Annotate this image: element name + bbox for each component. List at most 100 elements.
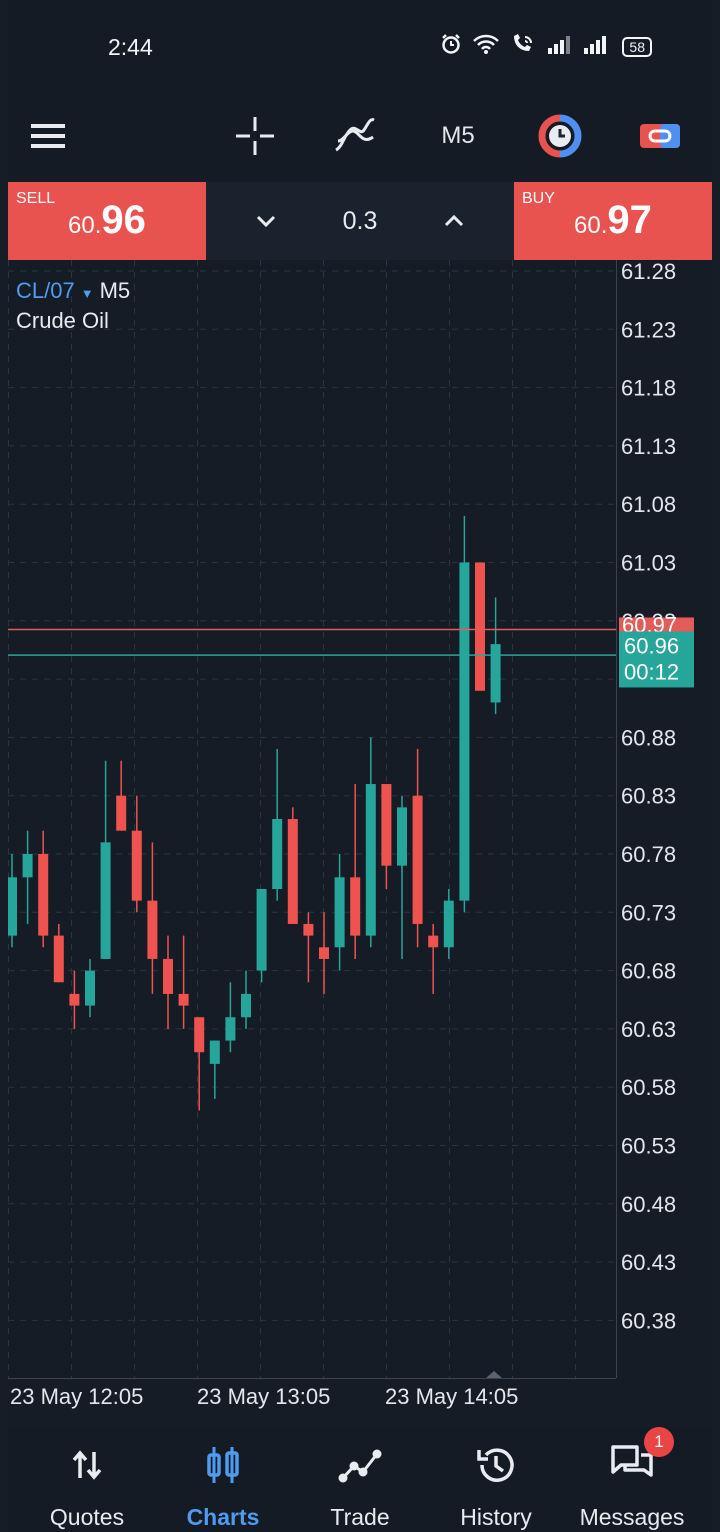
candle-down bbox=[53, 935, 64, 983]
sell-label: SELL bbox=[16, 190, 56, 207]
y-tick-label: 61.28 bbox=[621, 260, 676, 284]
sell-price-big: 96 bbox=[101, 198, 146, 242]
symbol-name: CL/07 bbox=[16, 278, 75, 303]
candle-up bbox=[334, 877, 345, 948]
candle-down bbox=[412, 795, 423, 924]
candle-up bbox=[22, 854, 33, 878]
messages-badge: 1 bbox=[644, 1427, 674, 1457]
candle-up bbox=[256, 888, 267, 971]
signal-icon-2 bbox=[582, 34, 612, 60]
wifi-calling-icon bbox=[510, 33, 536, 61]
price-bar: SELL 60.96 0.3 BUY 60.97 bbox=[8, 182, 712, 260]
chart-toolbar: M5 bbox=[8, 92, 712, 180]
sell-price: 60.96 bbox=[68, 198, 146, 243]
tab-quotes-label: Quotes bbox=[49, 1504, 125, 1530]
buy-price-big: 97 bbox=[607, 198, 652, 242]
candle-up bbox=[272, 819, 283, 889]
symbol-description: Crude Oil bbox=[16, 308, 109, 333]
tab-trade[interactable]: Trade bbox=[295, 1442, 425, 1531]
candle-down bbox=[475, 562, 485, 691]
price-chart[interactable]: 61.2861.2361.1861.1361.0861.0360.9860.93… bbox=[8, 259, 712, 1428]
y-tick-label: 60.43 bbox=[621, 1250, 676, 1275]
chevron-up-icon[interactable] bbox=[439, 206, 469, 241]
tab-history[interactable]: History bbox=[431, 1442, 561, 1531]
timeframe-button[interactable]: M5 bbox=[428, 110, 488, 162]
chart-canvas[interactable]: 61.2861.2361.1861.1361.0861.0360.9860.93… bbox=[8, 259, 712, 1428]
buy-price-small: 60. bbox=[574, 212, 608, 239]
sell-button[interactable]: SELL 60.96 bbox=[8, 182, 206, 260]
y-tick-label: 60.83 bbox=[621, 784, 676, 809]
messages-icon bbox=[567, 1442, 697, 1488]
candle-up bbox=[397, 807, 407, 866]
y-tick-label: 61.13 bbox=[621, 434, 676, 459]
symbol-timeframe: M5 bbox=[99, 278, 131, 303]
history-icon bbox=[431, 1442, 561, 1488]
trading-sessions-icon[interactable] bbox=[534, 110, 586, 162]
indicators-icon[interactable] bbox=[332, 110, 378, 162]
status-bar: 2:44 58 bbox=[8, 0, 712, 92]
y-tick-label: 60.88 bbox=[621, 725, 676, 750]
symbol-selector[interactable]: CL/07 ▼ M5 bbox=[16, 278, 130, 304]
candle-up bbox=[85, 970, 95, 1006]
tab-messages[interactable]: Messages bbox=[567, 1442, 697, 1531]
candle-down bbox=[381, 784, 392, 866]
tab-charts[interactable]: Charts bbox=[158, 1442, 288, 1531]
sell-price-small: 60. bbox=[68, 212, 102, 239]
candle-down bbox=[303, 923, 314, 936]
y-tick-label: 60.38 bbox=[621, 1308, 676, 1333]
bottom-tab-bar: Quotes Charts Trade History Messages bbox=[8, 1428, 712, 1532]
y-tick-label: 61.03 bbox=[621, 551, 676, 576]
y-tick-label: 60.53 bbox=[621, 1134, 676, 1159]
alarm-icon bbox=[440, 33, 462, 61]
candle-up bbox=[241, 993, 251, 1018]
signal-icon-1 bbox=[546, 34, 572, 60]
tab-history-label: History bbox=[460, 1504, 532, 1530]
symbol-dropdown-icon: ▼ bbox=[80, 286, 94, 301]
y-tick-label: 60.48 bbox=[621, 1192, 676, 1217]
ask-price-tag bbox=[619, 617, 694, 634]
menu-icon[interactable] bbox=[26, 110, 70, 162]
candle-down bbox=[194, 1017, 205, 1053]
y-tick-label: 60.73 bbox=[621, 900, 676, 925]
candle-down bbox=[131, 830, 142, 901]
candle-up bbox=[209, 1040, 220, 1064]
trade-icon bbox=[295, 1442, 425, 1488]
tab-quotes[interactable]: Quotes bbox=[22, 1442, 152, 1531]
wifi-icon bbox=[472, 33, 500, 61]
y-tick-label: 60.58 bbox=[621, 1075, 676, 1100]
y-tick-label: 61.18 bbox=[621, 376, 676, 401]
tab-messages-label: Messages bbox=[579, 1504, 685, 1530]
y-tick-label: 60.78 bbox=[621, 842, 676, 867]
candle-down bbox=[38, 854, 49, 936]
current-time-marker bbox=[486, 1371, 502, 1378]
y-tick-label: 60.63 bbox=[621, 1017, 676, 1042]
candle-down bbox=[350, 877, 361, 936]
timeframe-label: M5 bbox=[441, 122, 475, 149]
candle-down bbox=[178, 993, 189, 1006]
candle-down bbox=[69, 993, 80, 1006]
y-tick-label: 61.08 bbox=[621, 492, 676, 517]
lot-value[interactable]: 0.3 bbox=[342, 207, 378, 235]
charts-icon bbox=[158, 1442, 288, 1488]
status-icons: 58 bbox=[440, 33, 652, 61]
candle-up bbox=[459, 562, 470, 901]
tab-charts-label: Charts bbox=[186, 1504, 260, 1530]
buy-button[interactable]: BUY 60.97 bbox=[514, 182, 712, 260]
bid-price-tag bbox=[619, 631, 694, 688]
x-tick-label: 23 May 13:05 bbox=[197, 1384, 330, 1409]
status-time: 2:44 bbox=[108, 34, 153, 60]
bid-price-text: 60.96 bbox=[624, 633, 679, 658]
x-tick-label: 23 May 12:05 bbox=[10, 1384, 143, 1409]
lot-selector: 0.3 bbox=[207, 182, 513, 260]
buy-label: BUY bbox=[522, 190, 555, 207]
candle-up bbox=[8, 877, 17, 936]
crosshair-icon[interactable] bbox=[232, 110, 278, 162]
candle-up bbox=[443, 900, 454, 948]
tab-trade-label: Trade bbox=[330, 1504, 390, 1530]
candle-down bbox=[428, 935, 439, 948]
candle-up bbox=[100, 842, 111, 959]
one-click-trading-icon[interactable] bbox=[636, 110, 684, 162]
quotes-icon bbox=[22, 1442, 152, 1488]
app-frame: 2:44 58 bbox=[8, 0, 712, 1532]
chevron-down-icon[interactable] bbox=[251, 206, 281, 241]
